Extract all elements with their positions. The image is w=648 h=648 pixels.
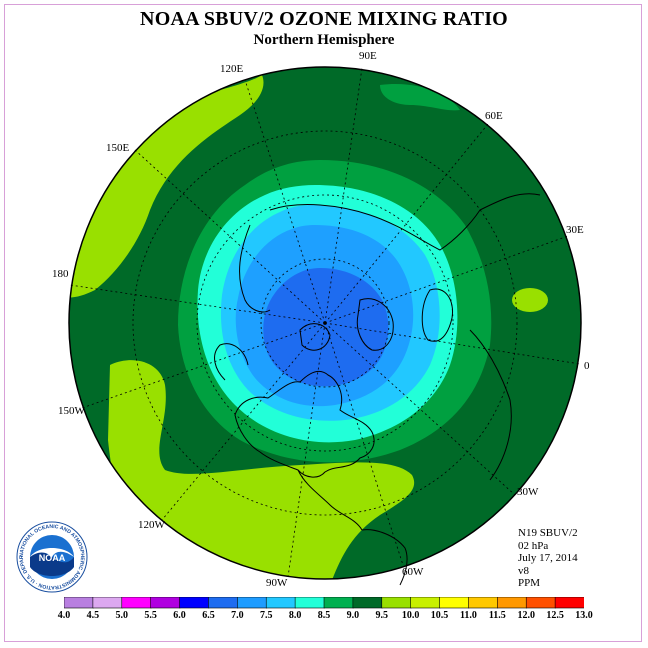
colorbar-tick-label: 12.0	[517, 610, 535, 621]
colorbar-tick-label: 5.0	[115, 610, 129, 621]
coast-europe	[421, 288, 454, 342]
colorbar-swatch	[64, 597, 94, 609]
colorbar-tick-label: 9.0	[346, 610, 360, 621]
coast-south-america	[361, 529, 408, 586]
colorbar-swatch	[121, 597, 152, 609]
colorbar-swatch	[497, 597, 528, 609]
coast-africa	[469, 329, 512, 481]
map-boundary	[68, 66, 582, 580]
colorbar-tick-label: 7.0	[231, 610, 244, 621]
colorbar-tick-label: 11.5	[488, 610, 506, 621]
coast-arctic-islands	[299, 323, 331, 351]
colorbar-swatch	[439, 597, 470, 609]
band-9-5-northwest	[69, 75, 264, 298]
colorbar-tick-label: 7.5	[259, 610, 273, 621]
colorbar-swatch	[179, 597, 210, 609]
colorbar-tick-label: 10.5	[430, 610, 449, 621]
meridian-30	[324, 235, 569, 324]
colorbar-tick-label: 6.5	[202, 610, 215, 621]
coast-north-america	[234, 371, 375, 478]
coast-east-asia	[239, 224, 271, 313]
coast-greenland	[356, 298, 394, 351]
lon-label-30e: 30E	[566, 224, 584, 236]
figure-frame	[4, 4, 642, 642]
colorbar-tick-label: 11.0	[459, 610, 477, 621]
info-units: PPM	[518, 577, 541, 589]
band-9-5-east-patch	[512, 288, 548, 312]
meridian-0	[324, 322, 581, 365]
info-date: July 17, 2014	[518, 552, 578, 564]
lon-label-90e: 90E	[359, 50, 377, 62]
colorbar-swatch	[265, 597, 296, 609]
coastlines	[214, 193, 541, 586]
coast-alaska	[214, 343, 249, 381]
graticule	[69, 67, 581, 578]
colorbar-tick-label: 12.5	[546, 610, 564, 621]
colorbar-swatch	[208, 597, 239, 609]
band-9-5-southwest	[108, 360, 415, 579]
colorbar-tick-label: 9.5	[375, 610, 389, 621]
colorbar-tick-label: 4.0	[57, 610, 71, 621]
colorbar-swatch	[237, 597, 268, 609]
colorbar-swatch	[294, 597, 325, 609]
colorbar-tick-label: 8.0	[288, 610, 302, 621]
colorbar-tick-label: 10.0	[401, 610, 420, 621]
lon-label-150w: 150W	[58, 405, 85, 417]
colorbar	[64, 597, 584, 609]
lon-label-120w: 120W	[138, 519, 165, 531]
colorbar-swatch	[381, 597, 412, 609]
latitude-circle-0	[132, 130, 518, 516]
noaa-logo-text: NOAA	[39, 553, 66, 563]
band-6-5	[263, 268, 389, 387]
colorbar-tick-label: 5.5	[144, 610, 157, 621]
colorbar-tick-label: 8.5	[317, 610, 331, 621]
colorbar-swatch	[352, 597, 383, 609]
map-title: NOAA SBUV/2 OZONE MIXING RATIO	[140, 8, 508, 30]
info-instrument: N19 SBUV/2	[518, 527, 578, 539]
colorbar-swatch	[323, 597, 354, 609]
colorbar-tick-label: 13.0	[575, 610, 593, 621]
noaa-logo: NATIONAL OCEANIC AND ATMOSPHERIC ADMINIS…	[16, 521, 88, 593]
info-block: N19 SBUV/2 02 hPa July 17, 2014 v8 PPM	[518, 527, 578, 590]
coast-central-america	[297, 469, 363, 531]
map-subtitle: Northern Hemisphere	[253, 32, 395, 48]
colorbar-swatch	[410, 597, 441, 609]
coast-asia	[269, 193, 541, 251]
info-version: v8	[518, 564, 529, 577]
meridian-60w	[324, 322, 404, 566]
info-level: 02 hPa	[518, 539, 549, 552]
latitude-circle-30	[196, 194, 454, 452]
lon-label-150e: 150E	[106, 142, 130, 154]
lon-label-60e: 60E	[485, 110, 503, 122]
colorbar-swatch	[525, 597, 556, 609]
colorbar-swatch	[150, 597, 181, 609]
lon-label-120e: 120E	[220, 63, 244, 75]
lon-label-180: 180	[52, 268, 69, 280]
latitude-circle-60	[260, 258, 390, 388]
lon-label-0: 0	[584, 360, 590, 372]
lon-label-60w: 60W	[402, 566, 424, 578]
colorbar-swatch	[468, 597, 499, 609]
colorbar-tick-label: 6.0	[173, 610, 186, 621]
colorbar-swatch	[92, 597, 123, 609]
lon-label-90w: 90W	[266, 577, 288, 589]
lon-label-30w: 30W	[517, 486, 539, 498]
colorbar-swatch	[554, 597, 584, 609]
band-8-5-top	[380, 84, 460, 111]
colorbar-tick-label: 4.5	[86, 610, 100, 621]
